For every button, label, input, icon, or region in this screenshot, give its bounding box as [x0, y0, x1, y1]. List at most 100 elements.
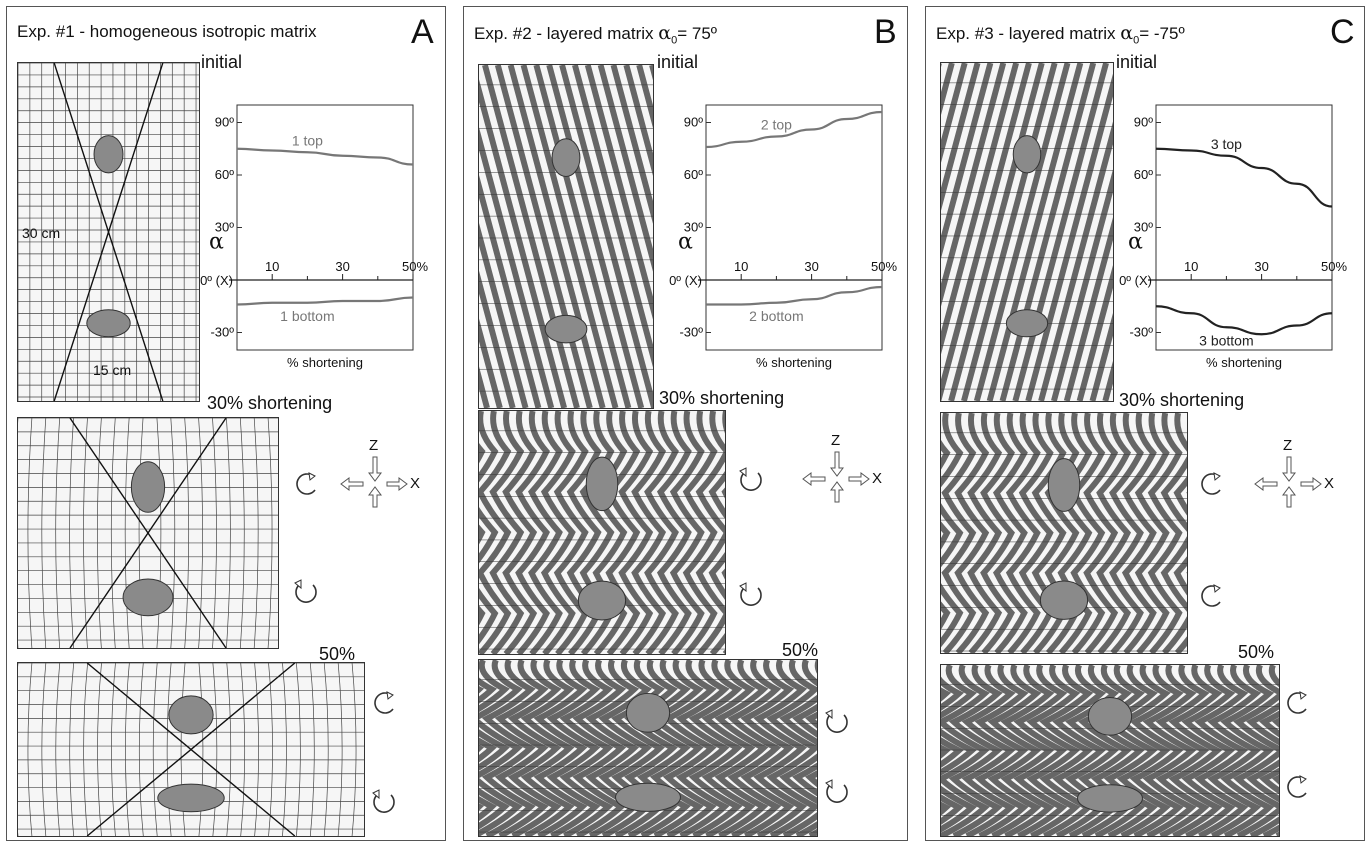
matrix-layer: [540, 411, 576, 654]
graph-x-tick-label: 50%: [1321, 259, 1347, 274]
matrix-layer: [1129, 665, 1184, 836]
graph-origin-label: 0º (X): [200, 273, 233, 288]
grid-line: [110, 418, 116, 648]
photo-a-initial: [17, 62, 200, 402]
inclusion: [625, 692, 671, 733]
rotation-b-final-bottom-icon: [825, 779, 848, 803]
matrix-layer: [1121, 413, 1157, 653]
matrix-layer: [507, 65, 606, 408]
panel-b-title-alpha: α: [658, 22, 672, 44]
matrix-layer: [1005, 413, 1041, 653]
matrix-layer: [610, 65, 653, 224]
axis-b-x-label: X: [872, 470, 883, 487]
graph-y-tick-label: 90º: [1134, 115, 1153, 130]
graph-alpha-symbol: α: [1128, 230, 1143, 255]
matrix-layer: [948, 63, 1045, 401]
matrix-layer: [1194, 665, 1249, 836]
matrix-layer: [727, 660, 782, 836]
inclusion: [1047, 458, 1081, 512]
photo-b-initial: [478, 64, 654, 409]
matrix-layer: [494, 660, 549, 836]
rotation-c-final-bottom-icon: [1287, 775, 1307, 798]
matrix-layer: [714, 660, 769, 836]
matrix-layer: [1070, 413, 1106, 653]
graph-x-tick-label: 10: [734, 259, 748, 274]
graph-y-tick-label: 90º: [684, 115, 703, 130]
matrix-layer: [941, 676, 965, 825]
stage-b-mid-label: 30% shortening: [659, 388, 785, 408]
matrix-layer: [973, 63, 1071, 401]
matrix-layer: [1012, 63, 1109, 401]
graph-y-tick-label: 60º: [1134, 167, 1153, 182]
rotation-b-top-icon: [739, 467, 762, 491]
graph-x-axis-label: % shortening: [1206, 355, 1282, 370]
graph-a-svg: 90º 60º 30º -30º 10 30 50% 0º (X) α % shortening 1…: [200, 104, 428, 370]
matrix-layer: [482, 65, 580, 408]
panel-c-title-sub: 0: [1133, 34, 1140, 47]
matrix-layer: [649, 660, 704, 836]
matrix-layer: [1076, 265, 1113, 401]
matrix-layer: [941, 63, 1019, 355]
graph-y-tick-label: 30º: [684, 220, 703, 235]
matrix-layer: [479, 127, 555, 408]
matrix-layer: [479, 222, 529, 408]
matrix-layer: [1155, 665, 1210, 836]
matrix-layer: [597, 65, 653, 272]
stage-c-final-label: 50%: [1238, 642, 1275, 662]
photo-c-initial-svg: [941, 63, 1113, 401]
photo-a-final-svg: [18, 663, 364, 836]
panel-c-title-prefix: Exp. #3 - layered matrix: [936, 24, 1121, 43]
inclusion: [1039, 580, 1089, 620]
series-label-top: 1 top: [292, 132, 323, 148]
matrix-layer: [1142, 665, 1197, 836]
matrix-layer: [987, 665, 1042, 836]
matrix-layer: [1134, 413, 1170, 653]
matrix-layer: [656, 411, 692, 654]
matrix-layer: [479, 411, 512, 654]
matrix-layer: [941, 413, 977, 653]
photo-c-mid-svg: [941, 413, 1187, 653]
rotation-c-top-icon: [1201, 472, 1221, 495]
grid-line: [267, 418, 273, 648]
grid-line: [212, 418, 217, 648]
graph-y-tick-label: 30º: [215, 220, 234, 235]
matrix-layer: [1000, 665, 1055, 836]
graph-b: 90º 60º 30º -30º 10 30 50% 0º (X) α % shortening 2…: [669, 97, 906, 377]
graph-y-tick-label: -30º: [210, 325, 234, 340]
matrix-layer: [675, 660, 730, 836]
panel-b-title: Exp. #2 - layered matrix α0= 75º: [474, 22, 717, 46]
graph-x-tick-label: 30: [804, 259, 818, 274]
photo-b-final-svg: [479, 660, 817, 836]
matrix-layer: [572, 660, 627, 836]
grid-line: [253, 418, 259, 648]
matrix-layer: [941, 665, 990, 836]
matrix-layer: [1109, 413, 1144, 653]
matrix-layer: [636, 660, 691, 836]
photo-a-mid-svg: [18, 418, 278, 648]
rotation-b-bottom-icon: [739, 582, 762, 606]
grid-line: [239, 418, 245, 648]
axis-arrows-c-icon: [1254, 456, 1322, 508]
inclusion: [168, 695, 214, 735]
matrix-layer: [1207, 665, 1262, 836]
stage-a-final-label: 50%: [319, 644, 356, 664]
series-line-top: [1155, 147, 1333, 208]
rotation-a-bottom-icon: [294, 579, 317, 603]
graph-y-tick-label: 90º: [215, 115, 234, 130]
inclusion: [122, 578, 174, 617]
stage-c-mid-label: 30% shortening: [1119, 390, 1245, 410]
graph-a: 90º 60º 30º -30º 10 30 50% 0º (X) α % shortening 1…: [200, 97, 437, 377]
panel-a: Exp. #1 - homogeneous isotropic matrix A…: [6, 6, 446, 841]
graph-y-tick-label: 60º: [684, 167, 703, 182]
panel-c-title-alpha: α: [1120, 22, 1134, 44]
graph-origin-label: 0º (X): [1119, 273, 1152, 288]
grid-line: [156, 418, 162, 648]
photo-b-mid-svg: [479, 411, 725, 654]
axis-a-x-label: X: [410, 475, 421, 492]
photo-b-final: [478, 659, 818, 837]
rotation-c-bottom-icon: [1201, 584, 1221, 607]
matrix-layer: [546, 660, 601, 836]
panel-c-title-suffix: = -75º: [1139, 24, 1185, 43]
grid-line: [124, 418, 130, 648]
matrix-layer: [479, 79, 568, 408]
